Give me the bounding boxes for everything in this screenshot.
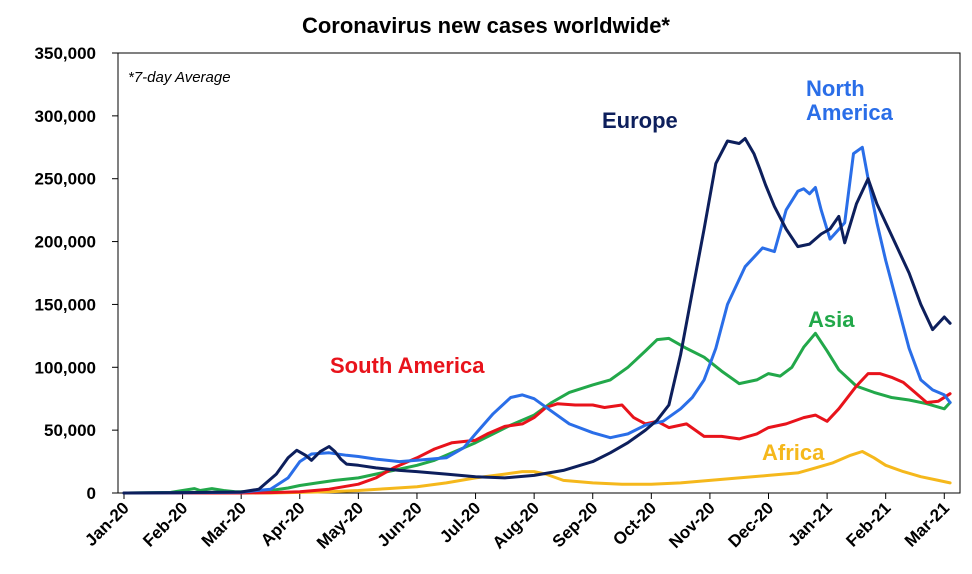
chart-title: Coronavirus new cases worldwide*: [302, 13, 670, 38]
x-tick-label: Mar-21: [901, 498, 953, 550]
series-line-europe: [122, 137, 952, 495]
series-label-line: North: [806, 76, 865, 101]
series-line-south-america: [122, 372, 952, 495]
plot-area: [117, 52, 961, 494]
y-tick-label: 250,000: [35, 170, 96, 189]
x-tick-label: Jan-20: [81, 498, 133, 550]
series-label-south-america: South America: [330, 353, 485, 378]
y-tick-label: 0: [87, 484, 96, 503]
y-tick-label: 350,000: [35, 44, 96, 63]
y-tick-label: 150,000: [35, 295, 96, 314]
y-tick-label: 50,000: [44, 421, 96, 440]
x-tick-label: Jun-20: [374, 498, 426, 550]
series-label-line: Africa: [762, 440, 825, 465]
series-label-line: Europe: [602, 108, 678, 133]
x-tick-label: Mar-20: [198, 498, 250, 550]
series-label-north-america: North America: [806, 76, 894, 125]
x-tick-label: Jul-20: [436, 498, 484, 546]
series-label-africa: Africa: [762, 440, 825, 465]
series-group: [122, 137, 952, 495]
x-tick-label: Sep-20: [549, 498, 602, 551]
y-tick-label: 300,000: [35, 107, 96, 126]
x-tick-label: Nov-20: [665, 498, 719, 552]
y-tick-label: 100,000: [35, 358, 96, 377]
x-tick-label: May-20: [313, 498, 367, 552]
x-tick-label: Dec-20: [724, 498, 777, 551]
series-label-asia: Asia: [808, 307, 855, 332]
series-label-line: South America: [330, 353, 485, 378]
x-tick-label: Aug-20: [489, 498, 543, 552]
series-line-africa: [122, 450, 952, 495]
x-axis: Jan-20 Feb-20 Mar-20 Apr-20 May-20 Jun-20 Jul-…: [81, 493, 953, 553]
series-label-line: America: [806, 100, 894, 125]
y-axis: 0 50,000 100,000 150,000 200,000 250,000 300,0…: [35, 44, 118, 503]
series-label-line: Asia: [808, 307, 855, 332]
x-tick-label: Feb-21: [842, 498, 894, 550]
y-tick-label: 200,000: [35, 233, 96, 252]
chart-note: *7-day Average: [128, 69, 231, 86]
x-tick-label: Oct-20: [609, 498, 660, 549]
series-labels: Europe North America Asia South America Afric…: [330, 76, 894, 465]
series-line-north-america: [122, 145, 952, 495]
x-tick-label: Jan-21: [784, 498, 836, 550]
series-label-europe: Europe: [602, 108, 678, 133]
x-tick-label: Apr-20: [257, 498, 309, 550]
x-tick-label: Feb-20: [139, 498, 191, 550]
